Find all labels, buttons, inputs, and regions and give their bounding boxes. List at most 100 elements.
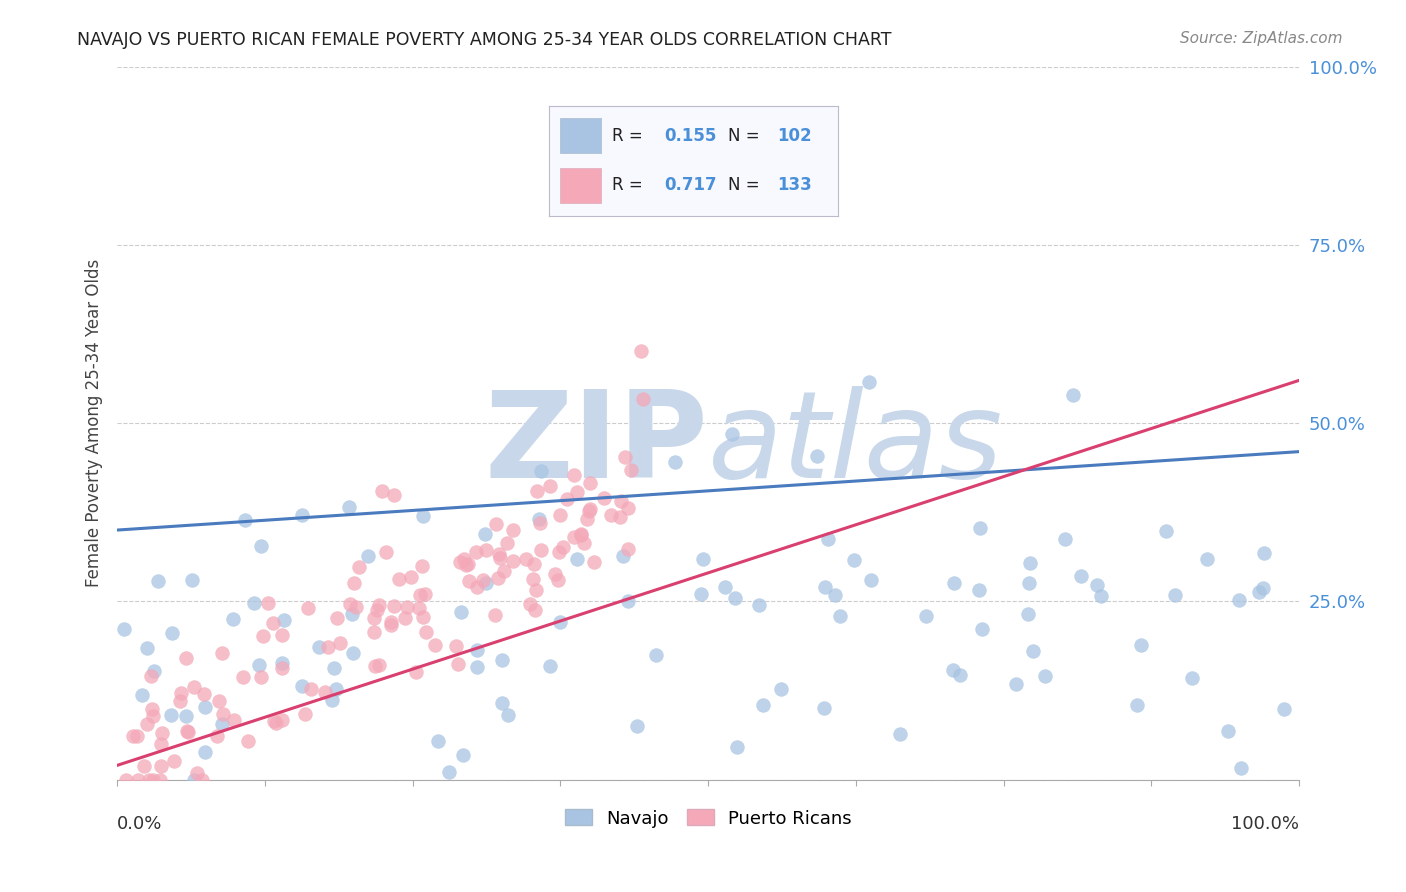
Point [233,513,256,527]
Point [814,580,837,594]
Point [491,696,513,710]
Point [748,598,770,612]
Point [915,608,938,623]
Point [366,602,388,616]
Point [382,599,405,613]
Text: Source: ZipAtlas.com: Source: ZipAtlas.com [1180,31,1343,46]
Point [569,526,592,541]
Point [183,772,205,787]
Point [388,572,411,586]
Point [249,670,271,684]
Point [325,681,347,696]
Point [447,657,470,672]
Point [368,599,391,613]
Point [134,759,156,773]
Point [271,661,294,675]
Point [583,555,606,569]
Point [183,680,205,694]
Point [256,596,278,610]
Point [125,729,148,743]
Point [150,759,173,773]
Point [453,552,475,566]
Point [817,532,839,546]
Point [264,715,287,730]
Point [399,569,422,583]
Point [769,682,792,697]
Point [271,656,294,670]
Point [562,530,585,544]
Point [343,576,366,591]
Point [548,508,571,523]
Point [208,694,231,708]
Point [411,558,433,573]
Point [692,551,714,566]
Point [724,591,747,605]
Point [263,714,285,729]
Point [221,612,243,626]
Point [967,583,990,598]
Point [610,494,633,508]
Point [609,510,631,524]
Point [1085,578,1108,592]
Point [942,663,965,677]
Point [714,581,737,595]
Point [415,625,437,640]
Point [538,478,561,492]
Point [969,521,991,535]
Point [616,594,638,608]
Point [620,463,643,477]
Point [562,468,585,483]
Text: atlas: atlas [709,386,1004,503]
Point [211,717,233,731]
Point [339,597,361,611]
Point [548,615,571,629]
Point [127,772,149,787]
Point [530,543,553,558]
Point [176,724,198,739]
Point [645,648,668,662]
Point [465,660,488,674]
Point [121,729,143,743]
Point [727,739,749,754]
Point [170,686,193,700]
Point [1230,761,1253,775]
Point [347,560,370,574]
Point [149,772,172,787]
Point [1181,671,1204,685]
Point [194,745,217,759]
Point [380,618,402,632]
Point [488,551,510,566]
Point [232,670,254,684]
Point [1126,698,1149,712]
Point [451,748,474,763]
Text: ZIP: ZIP [485,386,709,503]
Point [290,679,312,693]
Point [578,475,600,490]
Point [262,615,284,630]
Point [412,610,434,624]
Point [1019,556,1042,570]
Point [488,547,510,561]
Point [169,694,191,708]
Point [412,509,434,524]
Point [149,737,172,751]
Point [131,688,153,702]
Point [1216,724,1239,739]
Point [523,603,546,617]
Point [631,392,654,406]
Point [177,725,200,739]
Point [565,552,588,566]
Point [544,566,567,581]
Point [340,607,363,621]
Point [576,511,599,525]
Point [572,535,595,549]
Point [806,449,828,463]
Point [371,483,394,498]
Point [143,665,166,679]
Point [1022,643,1045,657]
Point [548,545,571,559]
Point [824,588,846,602]
Point [557,491,579,506]
Point [207,729,229,743]
Point [1018,575,1040,590]
